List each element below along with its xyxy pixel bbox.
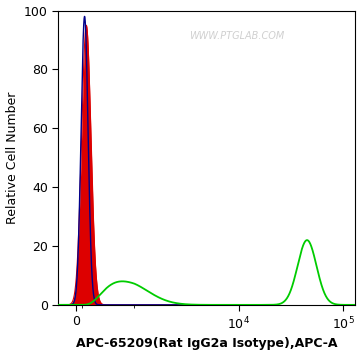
Text: WWW.PTGLAB.COM: WWW.PTGLAB.COM: [189, 31, 284, 41]
X-axis label: APC-65209(Rat IgG2a Isotype),APC-A: APC-65209(Rat IgG2a Isotype),APC-A: [76, 337, 338, 350]
Y-axis label: Relative Cell Number: Relative Cell Number: [5, 91, 18, 224]
